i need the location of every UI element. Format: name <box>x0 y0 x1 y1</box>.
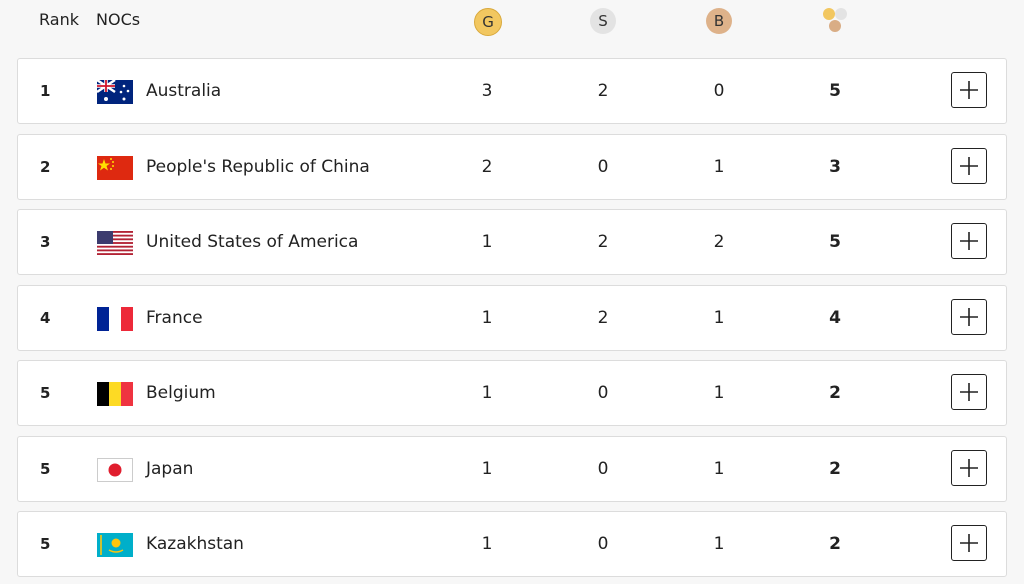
gold-count: 1 <box>481 458 493 479</box>
total-count: 5 <box>829 232 841 252</box>
country-name: Japan <box>146 458 194 479</box>
country-name: Belgium <box>146 383 216 403</box>
plus-icon <box>960 81 978 99</box>
expand-button[interactable] <box>951 223 987 259</box>
silver-count: 0 <box>597 156 609 177</box>
gold-count: 1 <box>481 534 493 554</box>
silver-count: 2 <box>597 81 609 101</box>
expand-button[interactable] <box>951 72 987 108</box>
gold-count: 1 <box>481 307 493 328</box>
rank: 5 <box>40 459 51 478</box>
expand-button[interactable] <box>951 147 987 184</box>
medal-row: 1 Australia 3 2 0 5 <box>17 58 1007 124</box>
silver-count: 2 <box>597 307 609 328</box>
bronze-count: 1 <box>713 156 725 177</box>
country-name: People's Republic of China <box>146 156 370 177</box>
bronze-count: 1 <box>713 534 725 554</box>
bronze-count: 2 <box>713 232 725 252</box>
nocs-header: NOCs <box>96 10 141 29</box>
medal-row: 5 Japan 1 0 1 2 <box>17 435 1007 502</box>
flag <box>97 155 133 180</box>
medal-row: 2 People's Republic of China 2 0 1 3 <box>17 133 1007 200</box>
medal-row: 3 United States of America 1 2 2 5 <box>17 209 1007 275</box>
silver-header: S <box>590 8 616 34</box>
rank: 5 <box>40 384 51 402</box>
rank-header: Rank <box>39 10 79 29</box>
bronze-count: 1 <box>713 307 725 328</box>
bronze-header: B <box>706 8 732 34</box>
plus-icon <box>960 534 978 552</box>
gold-count: 1 <box>481 232 493 252</box>
silver-count: 2 <box>597 232 609 252</box>
bronze-count: 1 <box>713 458 725 479</box>
country-name: United States of America <box>146 232 359 252</box>
country-name: Kazakhstan <box>146 534 244 554</box>
silver-count: 0 <box>597 383 609 403</box>
medal-row: 4 France 1 2 1 4 <box>17 284 1007 351</box>
rank: 1 <box>40 82 51 100</box>
total-count: 2 <box>829 534 841 554</box>
expand-button[interactable] <box>951 449 987 486</box>
flag <box>97 382 133 406</box>
flag <box>97 533 133 557</box>
total-icon <box>823 8 847 32</box>
silver-count: 0 <box>597 534 609 554</box>
gold-count: 2 <box>481 156 493 177</box>
plus-icon <box>960 383 978 401</box>
country-name: Australia <box>146 81 222 101</box>
expand-button[interactable] <box>951 374 987 410</box>
gold-count: 3 <box>481 81 493 101</box>
rank: 4 <box>40 308 51 327</box>
plus-icon <box>960 232 978 250</box>
silver-count: 0 <box>597 458 609 479</box>
plus-icon <box>960 458 978 477</box>
total-count: 5 <box>829 81 841 101</box>
plus-icon <box>960 307 978 326</box>
expand-button[interactable] <box>951 525 987 561</box>
flag <box>97 80 133 104</box>
bronze-count: 0 <box>713 81 725 101</box>
country-name: France <box>146 307 203 328</box>
gold-count: 1 <box>481 383 493 403</box>
rank: 3 <box>40 233 51 251</box>
total-count: 3 <box>829 156 841 177</box>
total-count: 4 <box>829 307 841 328</box>
bronze-count: 1 <box>713 383 725 403</box>
flag <box>97 231 133 255</box>
plus-icon <box>960 156 978 175</box>
flag <box>97 457 133 482</box>
rank: 2 <box>40 157 51 176</box>
total-count: 2 <box>829 383 841 403</box>
medal-row: 5 Kazakhstan 1 0 1 2 <box>17 511 1007 577</box>
medal-row: 5 Belgium 1 0 1 2 <box>17 360 1007 426</box>
rank: 5 <box>40 535 51 553</box>
flag <box>97 306 133 331</box>
expand-button[interactable] <box>951 298 987 335</box>
gold-header: G <box>474 8 502 36</box>
total-count: 2 <box>829 458 841 479</box>
